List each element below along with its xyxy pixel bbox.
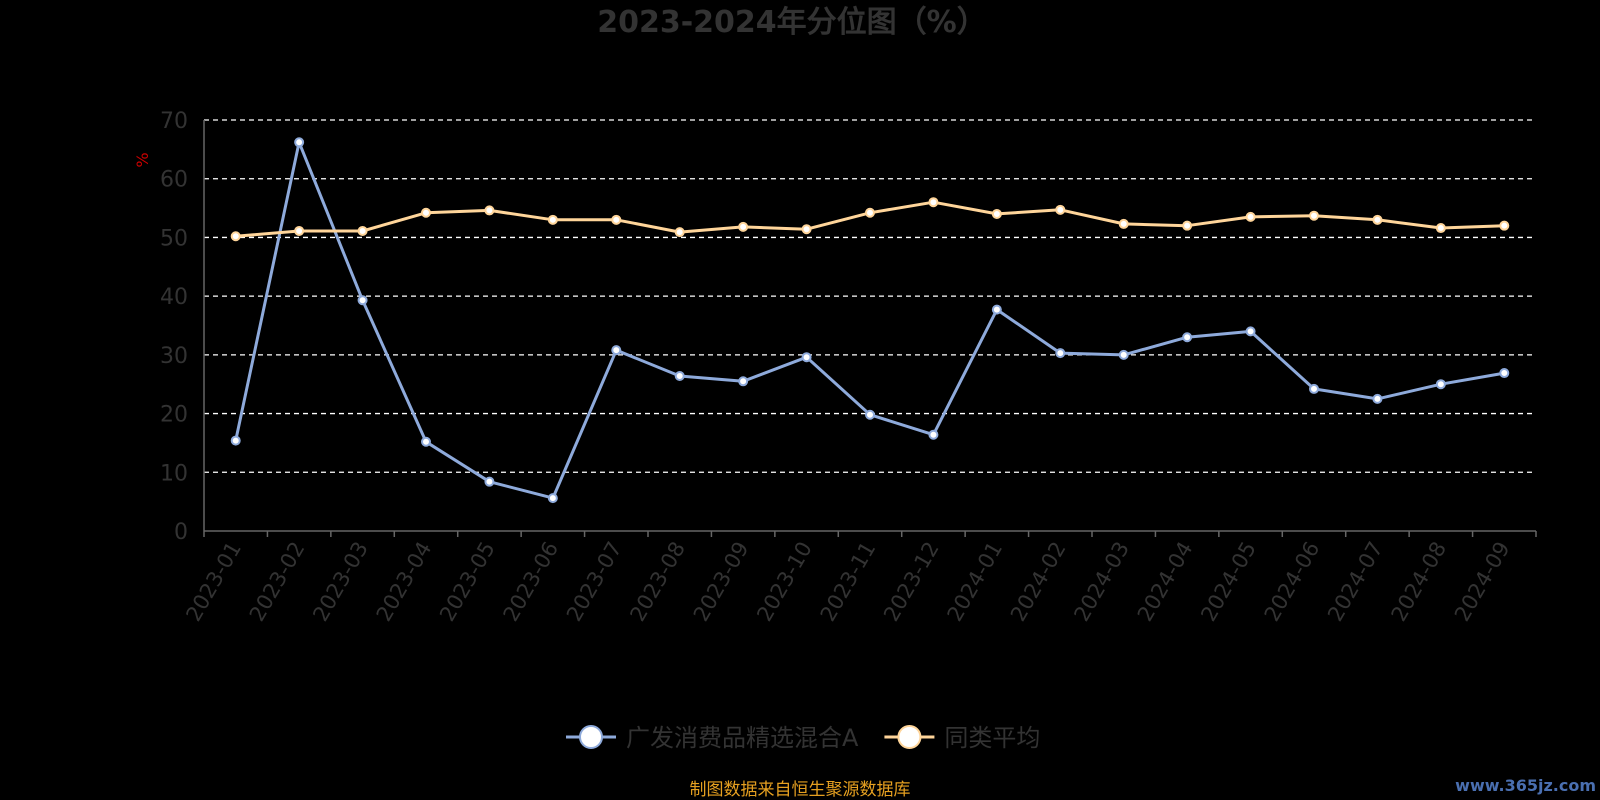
y-axis-label: % [133, 152, 152, 167]
data-point [1247, 327, 1255, 335]
x-tick-label: 2024-01 [943, 538, 1008, 626]
x-tick-label: 2023-10 [752, 538, 817, 626]
data-point [866, 209, 874, 217]
y-tick-label: 30 [160, 344, 188, 369]
x-tick-label: 2023-01 [181, 538, 246, 626]
axes [204, 120, 1536, 537]
data-point [359, 227, 367, 235]
data-point [739, 223, 747, 231]
x-tick-label: 2023-07 [562, 538, 627, 626]
data-point [1120, 351, 1128, 359]
x-tick-label: 2023-09 [689, 538, 754, 626]
chart-title: 2023-2024年分位图（%） [597, 5, 987, 40]
legend: 广发消费品精选混合A 同类平均 [566, 724, 1040, 752]
data-point [803, 225, 811, 233]
y-tick-label: 0 [174, 520, 188, 545]
data-point [739, 377, 747, 385]
y-tick-label: 20 [160, 403, 188, 428]
data-point [929, 431, 937, 439]
data-point [1373, 216, 1381, 224]
x-tick-label: 2024-04 [1133, 538, 1198, 626]
y-tick-label: 40 [160, 285, 188, 310]
x-tick-label: 2024-09 [1450, 538, 1515, 626]
data-point [1437, 224, 1445, 232]
data-point [676, 228, 684, 236]
data-point [1373, 395, 1381, 403]
data-point [803, 353, 811, 361]
data-point [1183, 333, 1191, 341]
x-tick-label: 2023-03 [308, 538, 373, 626]
data-point [232, 437, 240, 445]
legend-label: 广发消费品精选混合A [626, 724, 859, 752]
data-point [866, 411, 874, 419]
x-tick-label: 2023-11 [816, 538, 881, 626]
y-tick-label: 70 [160, 109, 188, 134]
data-point [485, 206, 493, 214]
x-tick-label: 2023-04 [372, 538, 437, 626]
legend-marker [898, 726, 920, 748]
data-point [612, 346, 620, 354]
source-note: 制图数据来自恒生聚源数据库 [690, 780, 911, 800]
data-point [1310, 212, 1318, 220]
data-point [676, 372, 684, 380]
watermark: www.365jz.com [1455, 776, 1596, 795]
data-point [1500, 222, 1508, 230]
y-tick-label: 50 [160, 226, 188, 251]
data-point [422, 209, 430, 217]
x-tick-label: 2024-08 [1387, 538, 1452, 626]
data-point [549, 494, 557, 502]
x-tick-label: 2024-06 [1260, 538, 1325, 626]
legend-label: 同类平均 [944, 724, 1040, 752]
data-point [359, 296, 367, 304]
x-tick-label: 2024-05 [1196, 538, 1261, 626]
data-point [612, 216, 620, 224]
data-point [993, 306, 1001, 314]
x-tick-label: 2023-08 [625, 538, 690, 626]
data-point [295, 227, 303, 235]
x-tick-label: 2023-12 [879, 538, 944, 626]
data-point [232, 232, 240, 240]
x-tick-label: 2024-02 [1006, 538, 1071, 626]
legend-marker [580, 726, 602, 748]
data-point [993, 210, 1001, 218]
data-point [1183, 222, 1191, 230]
data-point [485, 478, 493, 486]
data-point [1500, 369, 1508, 377]
data-point [1247, 213, 1255, 221]
y-axis-ticks: 0 10 20 30 40 50 60 70 [160, 109, 188, 545]
data-point [1437, 380, 1445, 388]
data-point [929, 198, 937, 206]
data-point [422, 438, 430, 446]
x-tick-label: 2024-07 [1323, 538, 1388, 626]
series-layer [232, 138, 1509, 502]
data-point [1120, 220, 1128, 228]
x-tick-label: 2023-06 [499, 538, 564, 626]
x-tick-label: 2023-02 [245, 538, 310, 626]
y-tick-label: 10 [160, 461, 188, 486]
data-point [549, 216, 557, 224]
x-tick-label: 2024-03 [1069, 538, 1134, 626]
data-point [1310, 385, 1318, 393]
x-axis-ticks: 2023-012023-022023-032023-042023-052023-… [181, 538, 1514, 626]
data-point [1056, 206, 1064, 214]
data-point [1056, 349, 1064, 357]
y-tick-label: 60 [160, 168, 188, 193]
data-point [295, 138, 303, 146]
x-tick-label: 2023-05 [435, 538, 500, 626]
